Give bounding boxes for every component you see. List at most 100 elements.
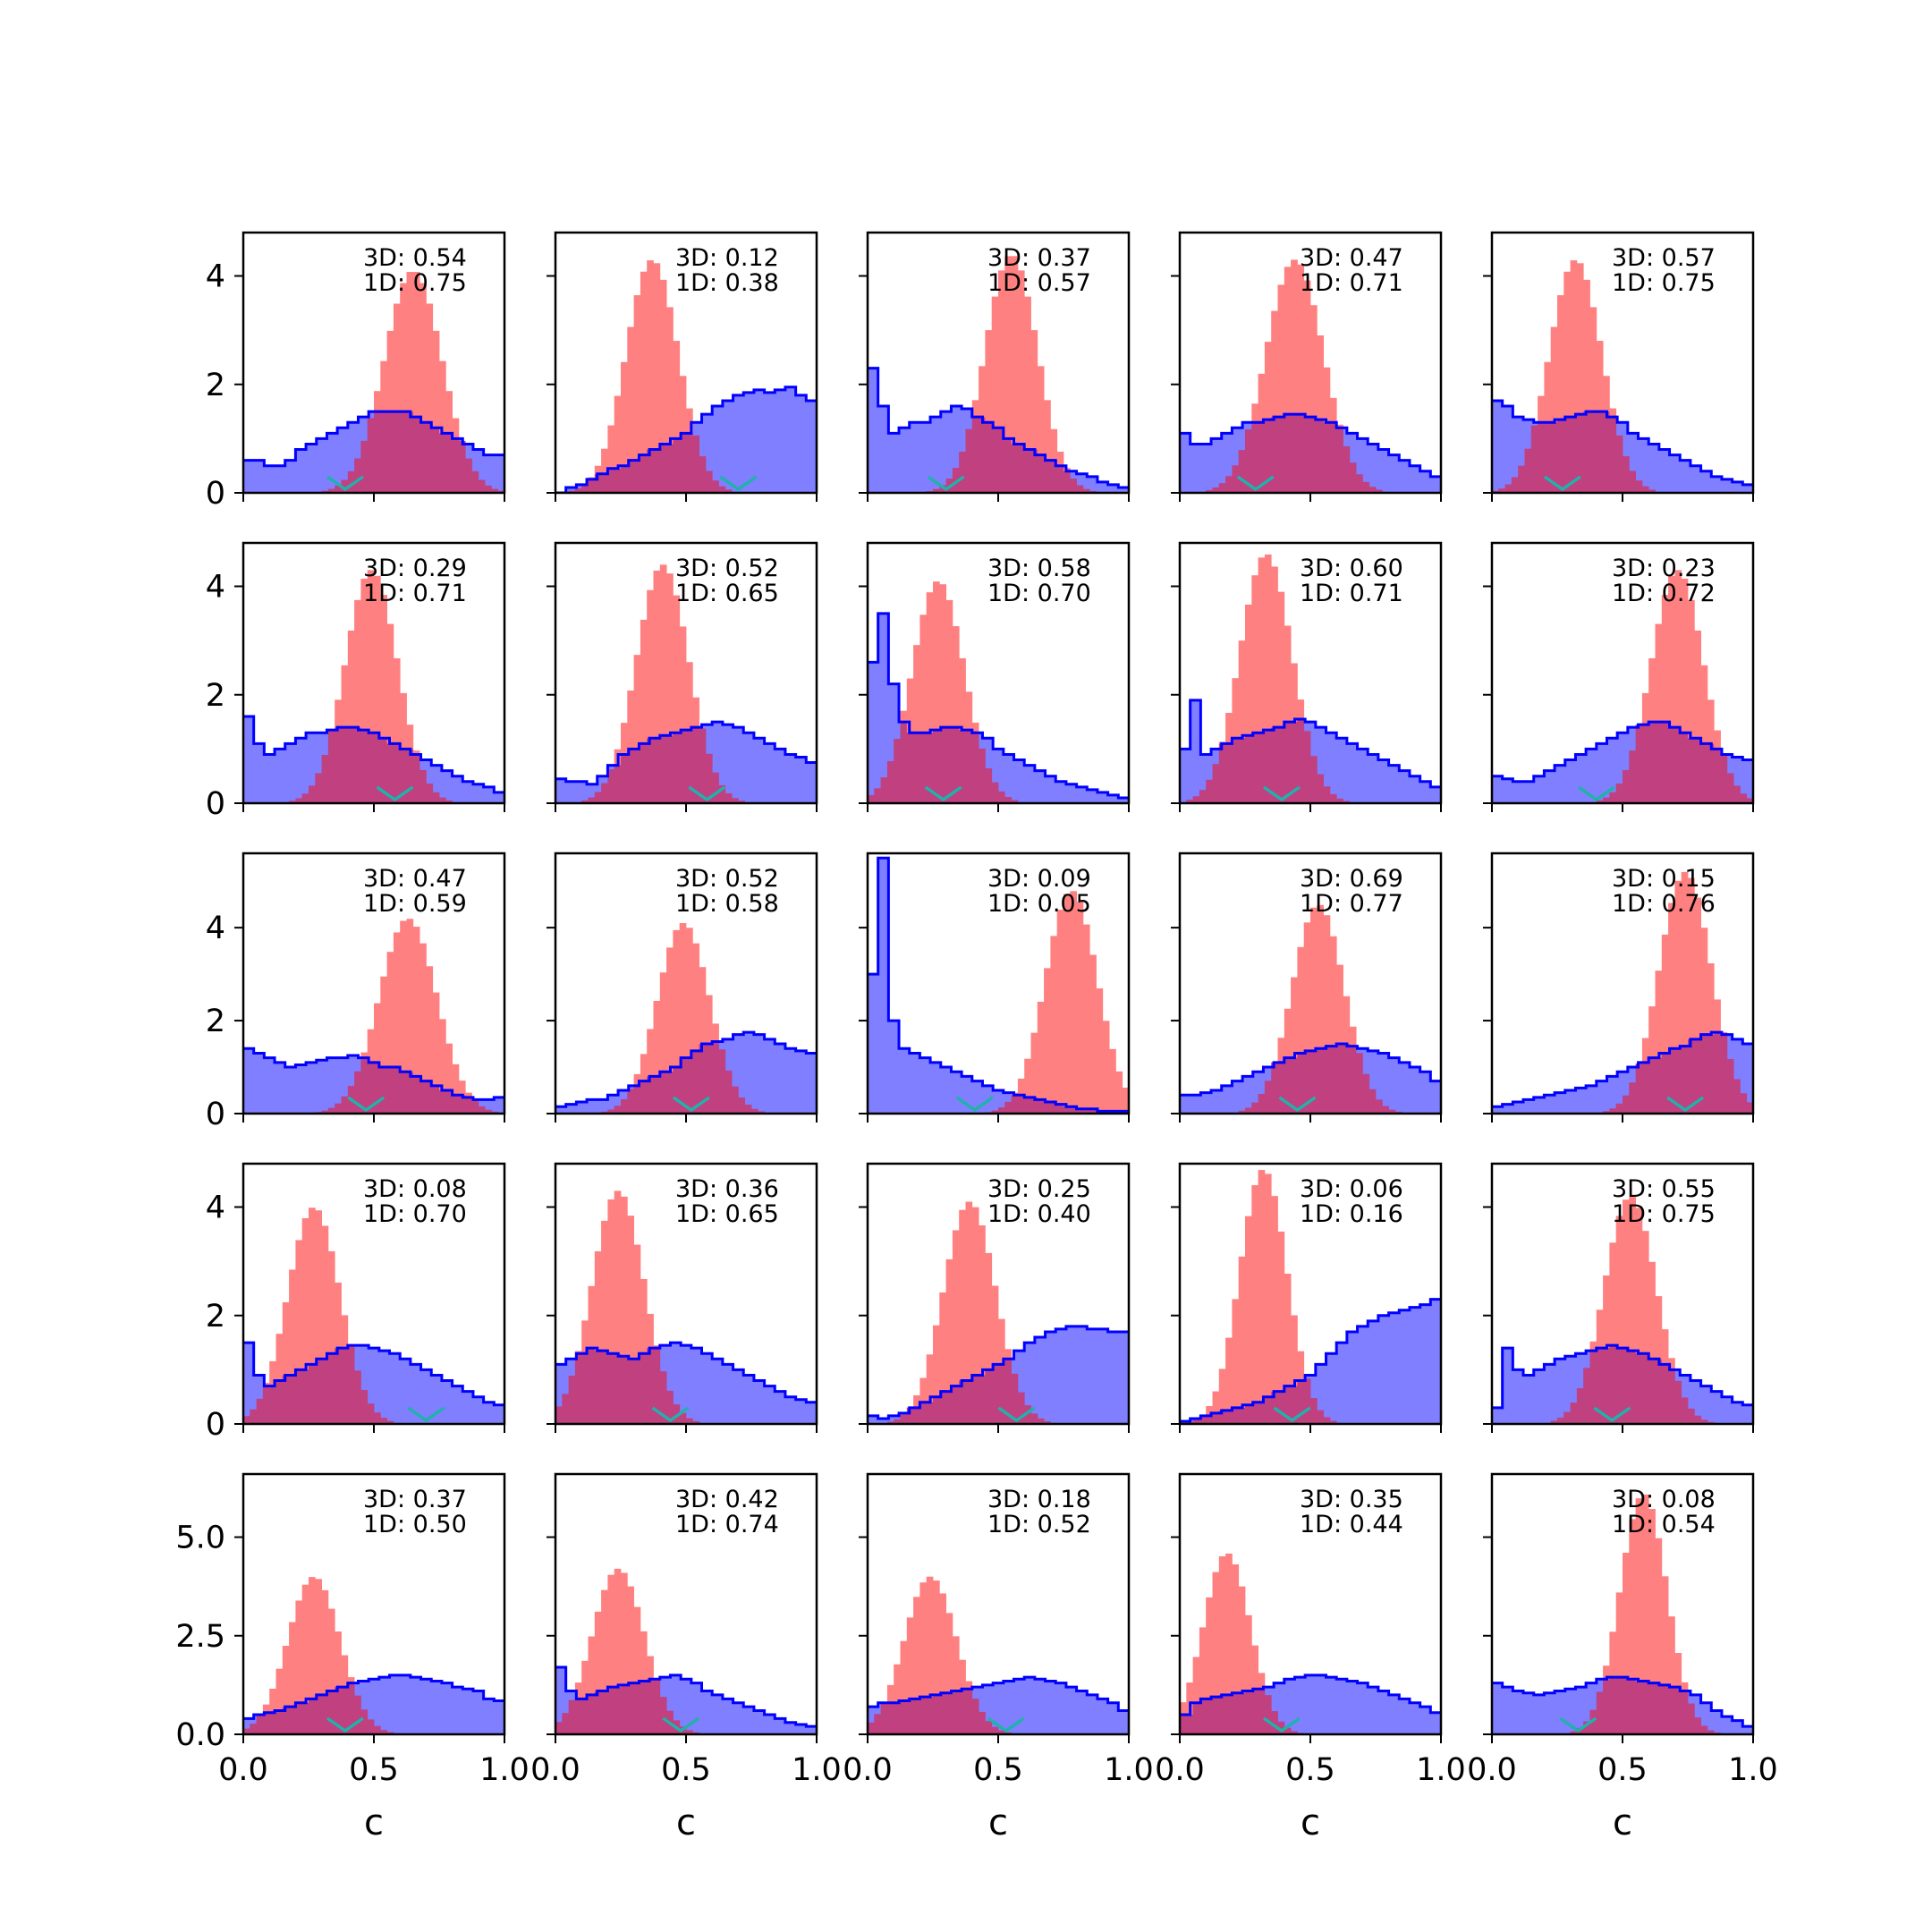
- overlap-bar: [341, 479, 349, 493]
- posterior-bar: [1655, 1538, 1663, 1683]
- overlap-bar: [1206, 1699, 1213, 1734]
- overlap-bar: [1082, 1108, 1090, 1114]
- posterior-bar: [393, 657, 401, 744]
- posterior-bar: [699, 967, 707, 1045]
- posterior-bar: [607, 1574, 615, 1688]
- overlap-bar: [354, 1370, 361, 1424]
- posterior-bar: [621, 361, 628, 466]
- posterior-bar: [1668, 1358, 1675, 1370]
- overlap-bar: [1641, 1062, 1649, 1114]
- x-tick-label: 0.0: [843, 1752, 893, 1788]
- posterior-bar: [933, 581, 940, 731]
- marker-icon: [987, 1716, 1025, 1733]
- posterior-bar: [458, 1080, 466, 1096]
- posterior-bar: [1707, 963, 1715, 1035]
- posterior-bar: [426, 966, 434, 1081]
- overlap-bar: [439, 1090, 446, 1114]
- posterior-bar: [439, 360, 446, 434]
- overlap-bar: [1199, 790, 1207, 803]
- overlap-bar: [1694, 738, 1701, 803]
- posterior-bar: [686, 928, 693, 1058]
- overlap-bar: [282, 1707, 290, 1734]
- overlap-bar: [933, 488, 940, 493]
- posterior-bar: [432, 330, 440, 428]
- overlap-bar: [1206, 779, 1213, 803]
- overlap-bar: [1037, 1099, 1045, 1114]
- overlap-bar: [1303, 1050, 1311, 1114]
- score-1d-label: 1D: 0.52: [987, 1511, 1091, 1538]
- overlap-bar: [374, 733, 381, 803]
- overlap-bar: [419, 769, 427, 803]
- overlap-bar: [1180, 1714, 1187, 1734]
- posterior-bar: [998, 1318, 1005, 1365]
- prior-histogram: [868, 858, 1129, 1114]
- overlap-bar: [1004, 797, 1012, 803]
- overlap-bar: [1603, 411, 1610, 493]
- overlap-bar: [1004, 1101, 1012, 1114]
- overlap-bar: [1674, 1687, 1682, 1734]
- prior-outline: [1180, 412, 1441, 479]
- posterior-bar: [1668, 575, 1675, 728]
- overlap-bar: [653, 1076, 661, 1114]
- overlap-bar: [458, 440, 466, 493]
- overlap-bar: [1570, 1402, 1578, 1424]
- overlap-bar: [1323, 1046, 1331, 1114]
- posterior-bar: [1225, 1337, 1233, 1411]
- x-axis-label: c: [1301, 1802, 1320, 1843]
- overlap-bar: [744, 1105, 752, 1114]
- overlap-bar: [568, 1376, 576, 1424]
- overlap-bar: [367, 1719, 375, 1734]
- overlap-bar: [939, 1692, 946, 1734]
- posterior-bar: [633, 1606, 641, 1683]
- overlap-bar: [659, 1072, 667, 1114]
- overlap-bar: [1218, 483, 1226, 493]
- overlap-bar: [419, 422, 427, 493]
- posterior-bar: [367, 1029, 375, 1063]
- posterior-bar: [926, 1576, 934, 1698]
- posterior-bar: [412, 927, 420, 1077]
- posterior-bar: [588, 1285, 596, 1349]
- overlap-bar: [633, 1359, 641, 1424]
- overlap-bar: [426, 422, 434, 493]
- overlap-bar: [601, 783, 608, 803]
- overlap-bar: [647, 1679, 654, 1734]
- overlap-bar: [1323, 422, 1331, 493]
- overlap-bar: [1343, 1044, 1351, 1114]
- prior-outline: [1492, 1675, 1753, 1728]
- posterior-bar: [1694, 630, 1701, 739]
- posterior-bar: [886, 1684, 894, 1703]
- marker-icon: [1577, 785, 1615, 802]
- overlap-bar: [1238, 1110, 1246, 1114]
- score-3d-label: 3D: 0.69: [1300, 865, 1403, 893]
- overlap-bar: [1310, 1050, 1318, 1114]
- overlap-bar: [1589, 1351, 1597, 1424]
- overlap-bar: [1225, 476, 1233, 493]
- overlap-bar: [666, 735, 674, 803]
- posterior-bar: [321, 1589, 329, 1695]
- posterior-bar: [614, 395, 622, 469]
- overlap-bar: [679, 730, 687, 803]
- posterior-bar: [1609, 1242, 1617, 1346]
- posterior-bar: [998, 270, 1005, 428]
- overlap-bar: [640, 1353, 648, 1424]
- overlap-bar: [335, 1103, 342, 1114]
- overlap-bar: [1271, 1711, 1278, 1734]
- overlap-bar: [1557, 419, 1564, 493]
- overlap-bar: [1017, 1392, 1025, 1424]
- posterior-bar: [913, 1597, 920, 1699]
- overlap-bar: [1668, 1687, 1675, 1734]
- overlap-bar: [627, 1359, 634, 1424]
- posterior-bar: [315, 1579, 322, 1695]
- posterior-bar: [686, 408, 693, 434]
- overlap-bar: [1212, 1412, 1220, 1424]
- posterior-bar: [419, 943, 427, 1081]
- overlap-bar: [751, 1108, 758, 1114]
- overlap-bar: [568, 1699, 576, 1734]
- overlap-bar: [1700, 1419, 1708, 1424]
- overlap-bar: [971, 1375, 979, 1424]
- overlap-bar: [900, 1414, 908, 1424]
- overlap-bar: [1258, 733, 1266, 803]
- overlap-bar: [1615, 1677, 1623, 1734]
- posterior-bar: [1089, 954, 1097, 1109]
